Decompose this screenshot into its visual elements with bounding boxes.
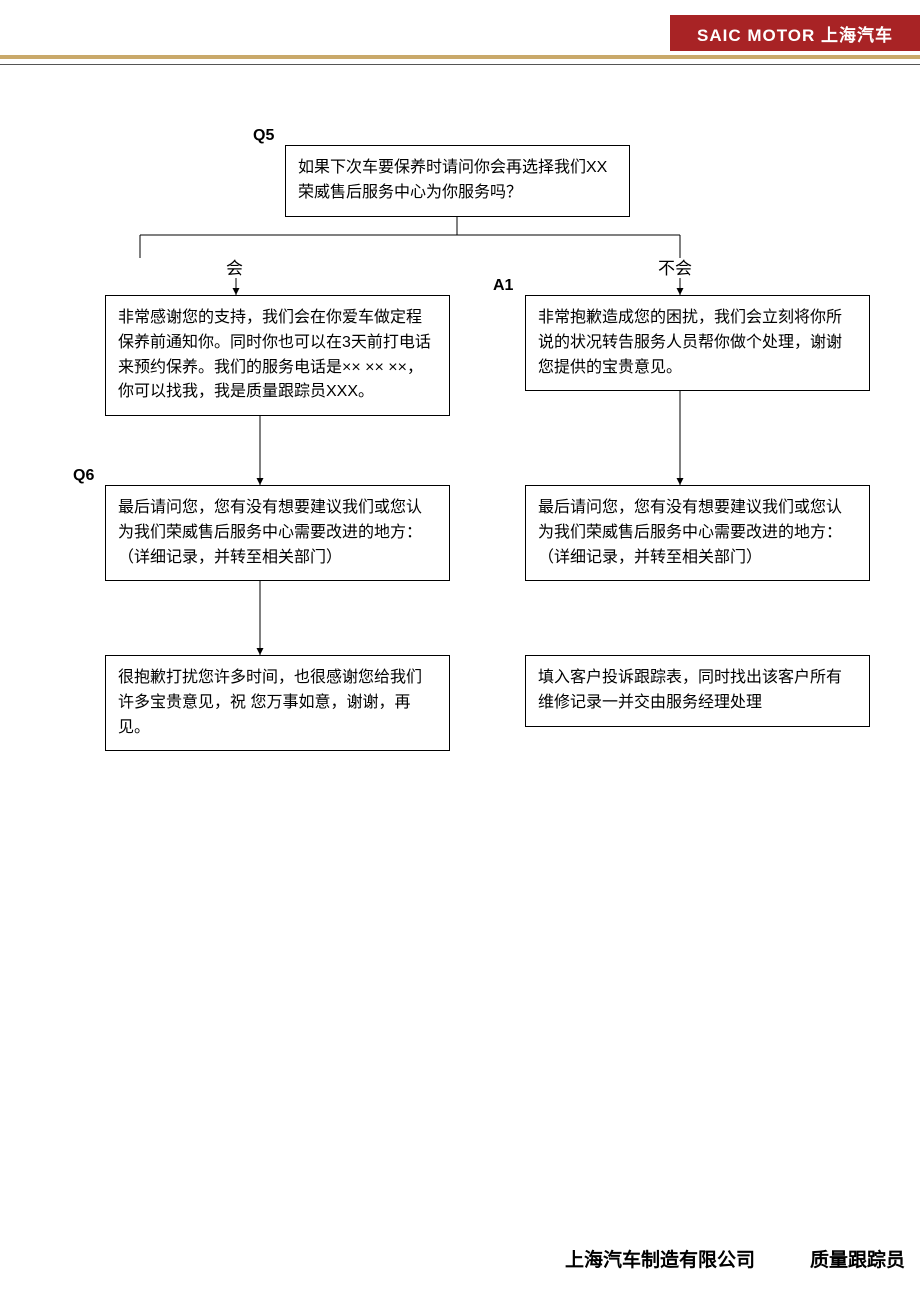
- brand-badge: SAIC MOTOR 上海汽车: [670, 15, 920, 51]
- flowchart-node-label-q6: Q6: [73, 467, 94, 485]
- flowchart-node-yes: 非常感谢您的支持，我们会在你爱车做定程保养前通知你。同时你也可以在3天前打电话来…: [105, 295, 450, 416]
- header-gold-divider: [0, 55, 920, 59]
- flowchart-node-q6: 最后请问您，您有没有想要建议我们或您认为我们荣威售后服务中心需要改进的地方：（详…: [105, 485, 450, 581]
- footer-company: 上海汽车制造有限公司: [565, 1245, 755, 1272]
- branch-label-1: 不会: [658, 254, 692, 279]
- branch-label-0: 会: [226, 254, 243, 279]
- footer-role: 质量跟踪员: [810, 1245, 905, 1272]
- flowchart-node-label-no: A1: [493, 277, 513, 295]
- flowchart-node-endL: 很抱歉打扰您许多时间，也很感谢您给我们许多宝贵意见，祝 您万事如意，谢谢，再见。: [105, 655, 450, 751]
- flowchart-node-q5: 如果下次车要保养时请问你会再选择我们XX荣威售后服务中心为你服务吗？: [285, 145, 630, 217]
- flowchart-node-endR: 填入客户投诉跟踪表，同时找出该客户所有维修记录一并交由服务经理处理: [525, 655, 870, 727]
- flowchart-node-no: 非常抱歉造成您的困扰，我们会立刻将你所说的状况转告服务人员帮你做个处理，谢谢您提…: [525, 295, 870, 391]
- flowchart-node-sugR: 最后请问您，您有没有想要建议我们或您认为我们荣威售后服务中心需要改进的地方：（详…: [525, 485, 870, 581]
- header-thin-divider: [0, 64, 920, 65]
- flowchart-node-label-q5: Q5: [253, 127, 274, 145]
